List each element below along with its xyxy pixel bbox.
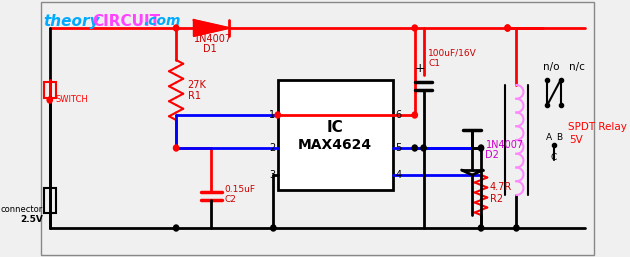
Text: D1: D1 — [203, 44, 216, 54]
Circle shape — [412, 25, 418, 31]
Bar — [278, 80, 392, 190]
Circle shape — [505, 25, 510, 31]
Circle shape — [271, 225, 276, 231]
Text: +: + — [415, 62, 425, 75]
Text: IC: IC — [327, 120, 343, 134]
Text: D2: D2 — [486, 150, 500, 160]
Text: R1: R1 — [188, 91, 200, 101]
Text: 5: 5 — [395, 143, 401, 153]
Text: 5V: 5V — [570, 135, 583, 145]
Text: 1N4007: 1N4007 — [486, 140, 524, 150]
Text: .com: .com — [144, 14, 181, 28]
Text: B: B — [556, 133, 563, 142]
Circle shape — [478, 145, 484, 151]
Text: SPDT Relay: SPDT Relay — [568, 122, 626, 132]
Circle shape — [412, 145, 418, 151]
Text: 1: 1 — [269, 110, 275, 120]
Circle shape — [513, 225, 519, 231]
Circle shape — [47, 97, 52, 103]
Circle shape — [275, 112, 280, 118]
Text: 0.15uF: 0.15uF — [225, 185, 256, 194]
Text: connector: connector — [1, 206, 43, 215]
Text: 100uF/16V: 100uF/16V — [428, 48, 477, 57]
Circle shape — [173, 145, 179, 151]
Text: 4: 4 — [395, 170, 401, 180]
Circle shape — [412, 112, 418, 118]
Text: 2.5V: 2.5V — [20, 216, 43, 225]
Text: C2: C2 — [225, 195, 237, 204]
Text: SWITCH: SWITCH — [55, 96, 88, 105]
Text: R2: R2 — [490, 194, 503, 204]
Bar — [43, 188, 56, 213]
Polygon shape — [194, 20, 229, 36]
Text: C: C — [551, 153, 557, 162]
Text: C1: C1 — [428, 59, 440, 68]
Text: 3: 3 — [269, 170, 275, 180]
Text: 2: 2 — [269, 143, 275, 153]
Circle shape — [421, 145, 427, 151]
Text: theory: theory — [43, 14, 100, 29]
Text: 6: 6 — [395, 110, 401, 120]
Text: 1N4007: 1N4007 — [194, 34, 232, 44]
Circle shape — [173, 225, 179, 231]
Text: 4.7R: 4.7R — [490, 182, 512, 192]
Text: n/o: n/o — [543, 62, 559, 72]
Circle shape — [505, 25, 510, 31]
Circle shape — [173, 25, 179, 31]
Bar — [43, 82, 56, 98]
Text: n/c: n/c — [570, 62, 585, 72]
Text: MAX4624: MAX4624 — [298, 138, 372, 152]
Text: A: A — [546, 133, 552, 142]
Text: CIRCUIT: CIRCUIT — [92, 14, 160, 29]
Text: 27K: 27K — [188, 80, 207, 90]
Circle shape — [478, 225, 484, 231]
